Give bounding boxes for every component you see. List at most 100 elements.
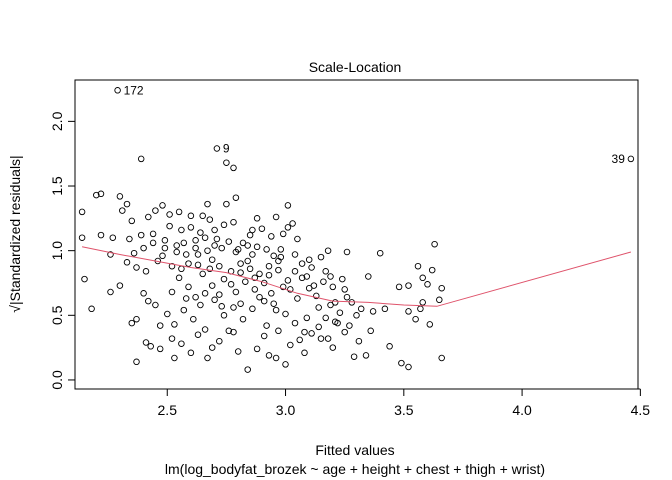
data-point [137, 231, 145, 239]
data-point [246, 231, 254, 239]
data-point [173, 248, 180, 256]
data-point [253, 215, 261, 222]
data-point [239, 315, 247, 323]
data-point [331, 318, 339, 326]
data-point [315, 323, 322, 331]
data-point [322, 268, 329, 275]
data-point [204, 354, 211, 362]
data-point [277, 253, 285, 261]
data-point [175, 208, 183, 216]
data-point [187, 224, 195, 231]
data-point [291, 251, 299, 258]
data-point [348, 299, 356, 306]
data-point [436, 296, 443, 304]
data-point [216, 262, 223, 270]
data-point [417, 305, 424, 313]
y-tick-label: 0.0 [49, 370, 65, 390]
data-point [206, 216, 214, 223]
data-point [431, 240, 438, 248]
data-point [230, 218, 237, 226]
data-point [230, 304, 237, 311]
data-point [171, 321, 178, 328]
x-tick-label: 4.0 [512, 402, 532, 418]
data-point [237, 300, 244, 307]
data-point [109, 234, 117, 241]
data-point [232, 194, 240, 201]
x-tick-label: 2.5 [158, 402, 178, 418]
data-point [149, 239, 157, 247]
data-point [81, 275, 88, 283]
data-point [367, 327, 374, 335]
smooth-line [82, 246, 632, 307]
data-point [395, 283, 403, 291]
data-point [168, 262, 176, 270]
data-point [218, 244, 225, 252]
data-point [178, 226, 185, 234]
data-point [298, 274, 306, 282]
data-point [152, 207, 159, 214]
data-point [282, 310, 289, 318]
data-point [350, 353, 358, 360]
data-point [249, 305, 256, 313]
data-point [93, 191, 100, 199]
data-point [178, 265, 185, 273]
data-point [225, 238, 233, 245]
data-point [324, 247, 332, 254]
data-point [175, 274, 183, 282]
data-point [234, 348, 242, 355]
data-point [289, 220, 296, 227]
data-point [279, 230, 287, 238]
data-point [201, 290, 209, 297]
data-point [237, 260, 244, 267]
data-point [265, 271, 273, 279]
data-point [123, 200, 131, 208]
point-label: 172 [124, 83, 144, 97]
data-point [305, 256, 313, 263]
data-point [168, 288, 176, 296]
data-point [270, 300, 277, 307]
data-point [275, 266, 282, 274]
data-point [197, 301, 204, 309]
data-point [208, 282, 216, 289]
x-axis: 2.5 3.0 3.5 4.0 4.5 [158, 388, 650, 418]
data-point [239, 239, 247, 247]
data-point [166, 222, 173, 230]
data-point [308, 264, 315, 271]
data-point [343, 293, 351, 301]
data-point [317, 253, 325, 261]
data-point [329, 283, 337, 291]
data-point [260, 297, 268, 305]
data-point [194, 331, 202, 338]
data-point [270, 252, 277, 260]
data-point [180, 239, 188, 247]
data-point [405, 308, 412, 315]
data-point [277, 246, 285, 253]
data-point [428, 266, 436, 274]
data-point [320, 278, 327, 285]
points-layer [78, 87, 635, 373]
data-point [152, 301, 159, 309]
data-point [137, 155, 145, 163]
data-point [244, 257, 251, 265]
data-point [336, 309, 344, 316]
data-point [343, 248, 351, 256]
data-point [253, 345, 261, 353]
data-point [327, 273, 334, 280]
data-point [272, 213, 280, 221]
data-point [114, 87, 121, 94]
data-point [258, 225, 266, 232]
data-point [315, 304, 322, 311]
data-point [116, 282, 124, 289]
data-point [355, 337, 363, 345]
data-point [346, 322, 353, 329]
data-point [220, 312, 228, 319]
data-point [211, 296, 218, 304]
data-point [164, 310, 171, 318]
data-point [220, 221, 228, 229]
data-point [376, 249, 384, 257]
data-point [192, 244, 199, 252]
chart-title: Scale-Location [309, 59, 402, 75]
data-point [398, 359, 405, 367]
data-point [208, 344, 216, 351]
